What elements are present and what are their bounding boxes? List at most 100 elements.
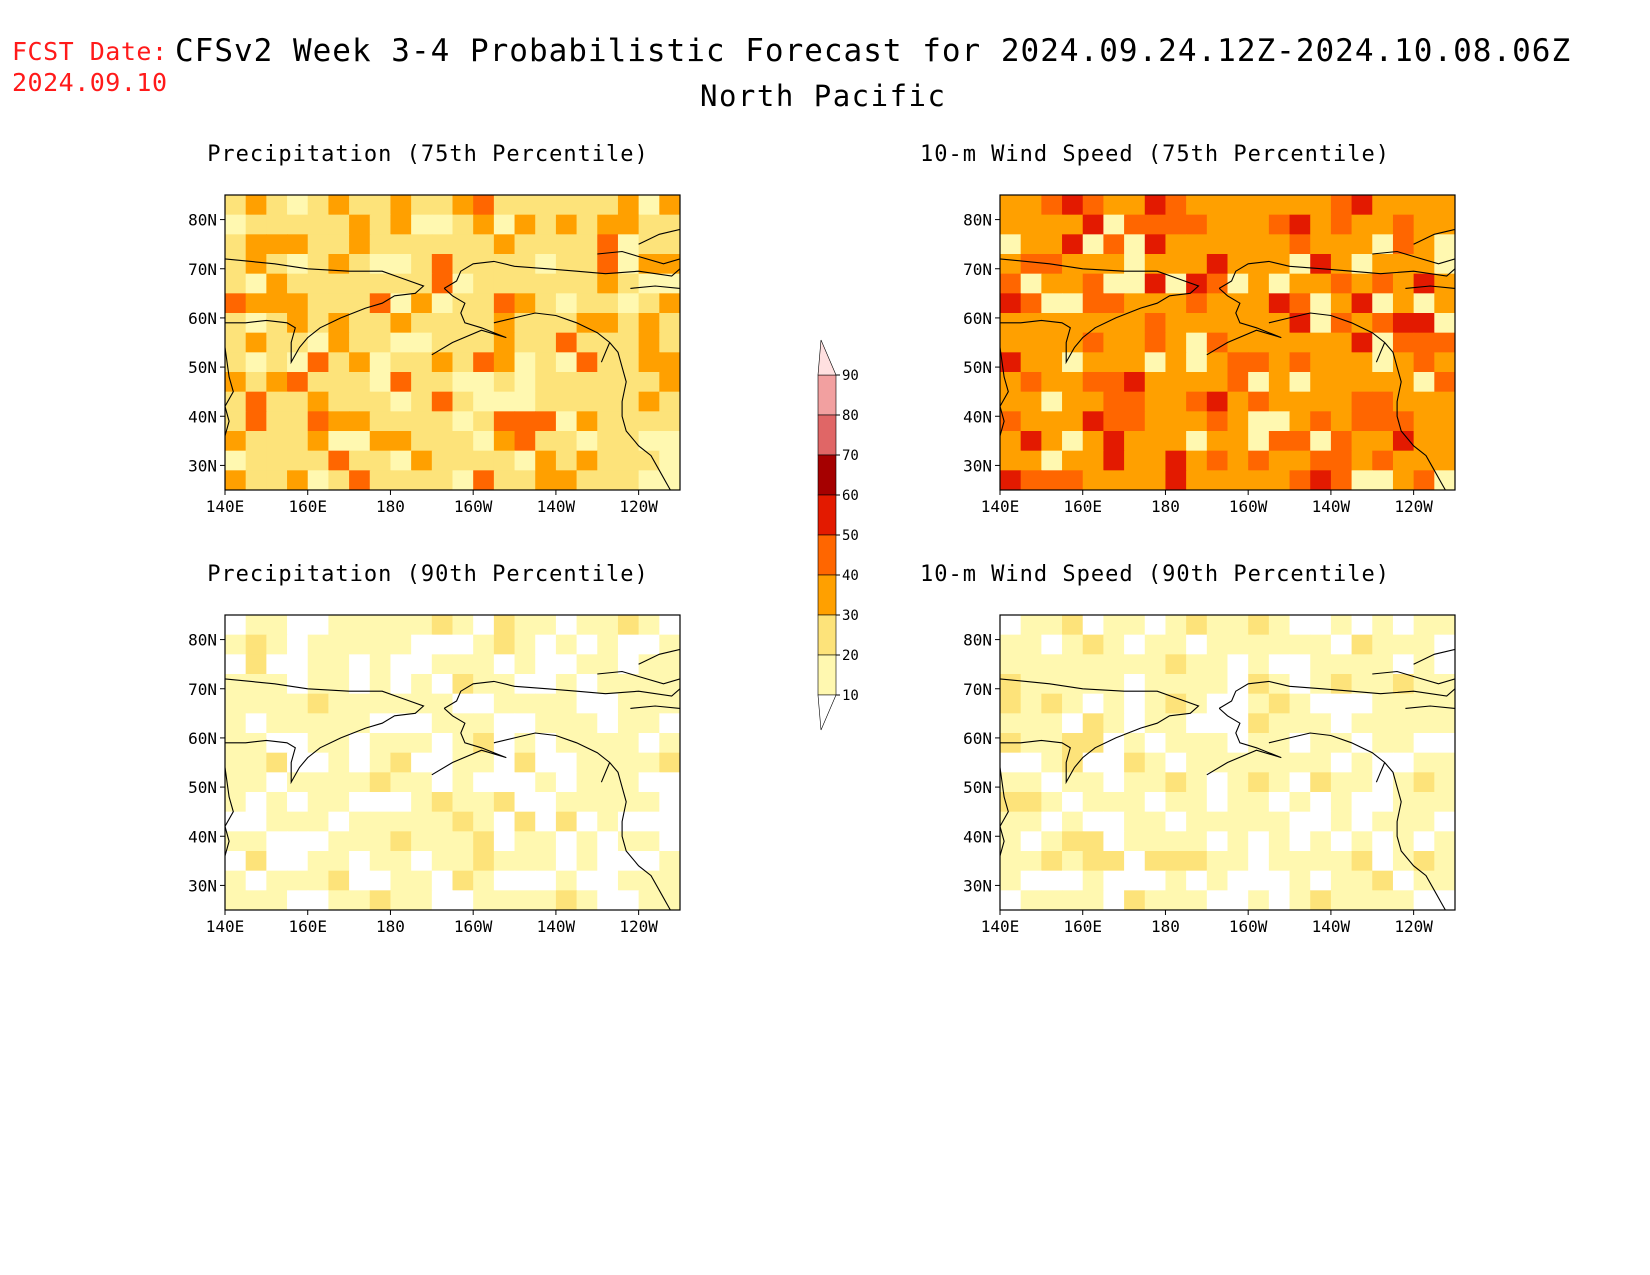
field-cell xyxy=(597,831,619,852)
field-cell xyxy=(287,214,309,235)
lat-tick-label: 40N xyxy=(963,827,992,846)
field-cell xyxy=(1413,470,1435,490)
field-cell xyxy=(287,674,309,695)
wind75-map: 80N 70N 60N 50N 40N 30N 140E 160E 180 160W 140W 120… xyxy=(963,194,1456,516)
field-cell xyxy=(659,752,680,773)
field-cell xyxy=(452,811,474,832)
coastline xyxy=(597,250,680,265)
field-cell xyxy=(617,431,640,452)
field-cell xyxy=(1310,733,1332,754)
field-cell xyxy=(659,811,680,832)
field-cell xyxy=(1413,352,1435,373)
field-cell xyxy=(1392,634,1415,655)
coastline xyxy=(443,680,680,709)
field-cell xyxy=(390,772,412,793)
field-cell xyxy=(514,811,536,832)
field-cell xyxy=(493,234,516,255)
field-cell xyxy=(659,273,680,294)
field-cell xyxy=(555,273,578,294)
field-cell xyxy=(473,391,495,412)
field-cell xyxy=(493,352,516,373)
colorbar-bottom-arrow xyxy=(817,694,837,731)
field-cell xyxy=(1227,431,1249,452)
field-cell xyxy=(225,634,247,655)
field-cell xyxy=(1372,372,1394,393)
field-cell xyxy=(225,654,247,675)
field-cell xyxy=(1103,293,1125,314)
field-cell xyxy=(1082,831,1105,852)
field-cell xyxy=(597,273,619,294)
field-cell xyxy=(597,772,619,793)
field-cell xyxy=(287,372,309,393)
field-cell xyxy=(369,273,392,294)
field-cell xyxy=(307,254,330,275)
field-cell xyxy=(1330,693,1353,714)
field-cell xyxy=(390,234,412,255)
field-cell xyxy=(1227,293,1249,314)
field-cell xyxy=(1434,752,1455,773)
field-cell xyxy=(1310,313,1332,334)
field-cell xyxy=(535,693,557,714)
field-cell xyxy=(1144,234,1167,255)
field-cell xyxy=(411,615,433,636)
colorbar-segment xyxy=(817,654,837,696)
field-cell xyxy=(1330,470,1353,490)
field-cell xyxy=(1434,831,1455,852)
coastline xyxy=(1372,670,1455,685)
field-cell xyxy=(638,615,660,636)
field-cell xyxy=(555,313,578,334)
field-cell xyxy=(1227,273,1249,294)
field-cell xyxy=(1268,752,1291,773)
field-cell xyxy=(555,234,578,255)
field-cell xyxy=(1372,293,1394,314)
field-cell xyxy=(1289,431,1311,452)
coastline xyxy=(225,347,234,437)
field-cell xyxy=(411,332,433,353)
field-cell xyxy=(1434,870,1455,891)
field-cell xyxy=(390,313,412,334)
field-cell xyxy=(473,332,495,353)
field-cell xyxy=(1165,273,1187,294)
field-cell xyxy=(1041,470,1063,490)
lon-tick-label: 160W xyxy=(1229,497,1268,516)
field-cell xyxy=(1227,391,1249,412)
field-cell xyxy=(287,851,309,872)
field-cell xyxy=(349,792,371,813)
field-cell xyxy=(535,654,557,675)
field-cell xyxy=(597,792,619,813)
field-cell xyxy=(328,332,350,353)
field-cell xyxy=(1413,772,1435,793)
field-cell xyxy=(597,332,619,353)
field-cell xyxy=(1062,214,1084,235)
field-cell xyxy=(1082,411,1105,432)
field-cell xyxy=(328,352,350,373)
field-cell xyxy=(1041,450,1063,471)
field-cell xyxy=(349,214,371,235)
field-cell xyxy=(514,831,536,852)
field-cell xyxy=(1103,411,1125,432)
field-cell xyxy=(576,851,598,872)
field-cell xyxy=(1186,234,1208,255)
field-cell xyxy=(597,713,619,734)
field-cell xyxy=(328,313,350,334)
field-cell xyxy=(1124,674,1146,695)
field-cell xyxy=(1289,831,1311,852)
field-cell xyxy=(1062,851,1084,872)
field-cell xyxy=(1206,254,1229,275)
field-cell xyxy=(452,195,474,216)
field-cell xyxy=(1227,450,1249,471)
field-cell xyxy=(576,293,598,314)
field-cell xyxy=(1186,851,1208,872)
field-cell xyxy=(287,870,309,891)
field-cell xyxy=(617,450,640,471)
field-cell xyxy=(1186,411,1208,432)
field-cell xyxy=(1310,772,1332,793)
field-cell xyxy=(597,313,619,334)
field-cell xyxy=(1165,693,1187,714)
field-cell xyxy=(411,431,433,452)
coastline xyxy=(1268,732,1446,910)
field-cell xyxy=(1434,693,1455,714)
field-cell xyxy=(493,733,516,754)
field-cell xyxy=(1330,273,1353,294)
field-cell xyxy=(1351,654,1373,675)
